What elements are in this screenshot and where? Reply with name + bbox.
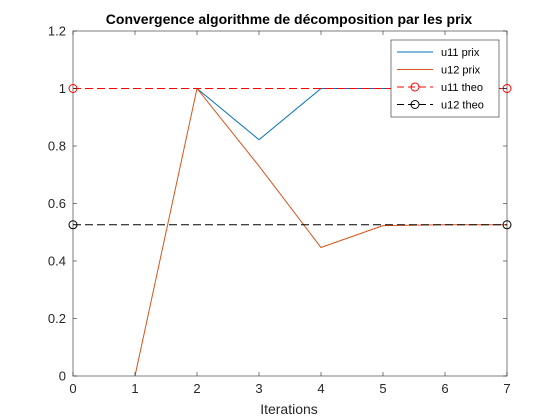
legend-label-u11-theo: u11 theo	[441, 82, 483, 94]
chart-title: Convergence algorithme de décomposition …	[106, 11, 473, 27]
legend-marker-u11-theo	[410, 82, 420, 92]
x-tick-label: 1	[131, 381, 138, 396]
x-tick-label: 0	[69, 381, 76, 396]
legend-marker-u12-theo	[410, 100, 420, 109]
legend-label-u11-prix: u11 prix	[441, 47, 480, 59]
legend: u11 prix u12 prix u11 theo u12 theo	[390, 39, 500, 118]
y-tick-label: 1	[59, 81, 66, 96]
y-tick-label: 0.8	[48, 139, 66, 154]
x-tick-label: 5	[379, 381, 386, 396]
legend-label-u12-prix: u12 prix	[441, 65, 481, 77]
legend-label-u12-theo: u12 theo	[441, 100, 484, 112]
x-tick-label: 3	[255, 381, 262, 396]
data-point-u12-theo	[502, 220, 512, 230]
y-tick-label: 0.2	[48, 311, 66, 326]
x-tick-label: 2	[193, 381, 200, 396]
y-tick-label: 1.2	[48, 24, 66, 39]
x-tick-label: 7	[503, 381, 510, 396]
x-tick-label: 6	[441, 381, 448, 396]
y-tick-label: 0.6	[48, 196, 66, 211]
y-tick-label: 0.4	[48, 254, 66, 269]
series-u12-theo	[68, 220, 512, 230]
x-axis: 0 1 2 3 4 5 6 7	[69, 31, 511, 396]
x-axis-title: Iterations	[260, 401, 318, 417]
y-tick-label: 0	[59, 369, 66, 384]
y-axis: 0 0.2 0.4 0.6 0.8 1 1.2	[48, 24, 507, 384]
data-point-u12-theo	[68, 220, 78, 230]
x-tick-label: 4	[317, 381, 324, 396]
